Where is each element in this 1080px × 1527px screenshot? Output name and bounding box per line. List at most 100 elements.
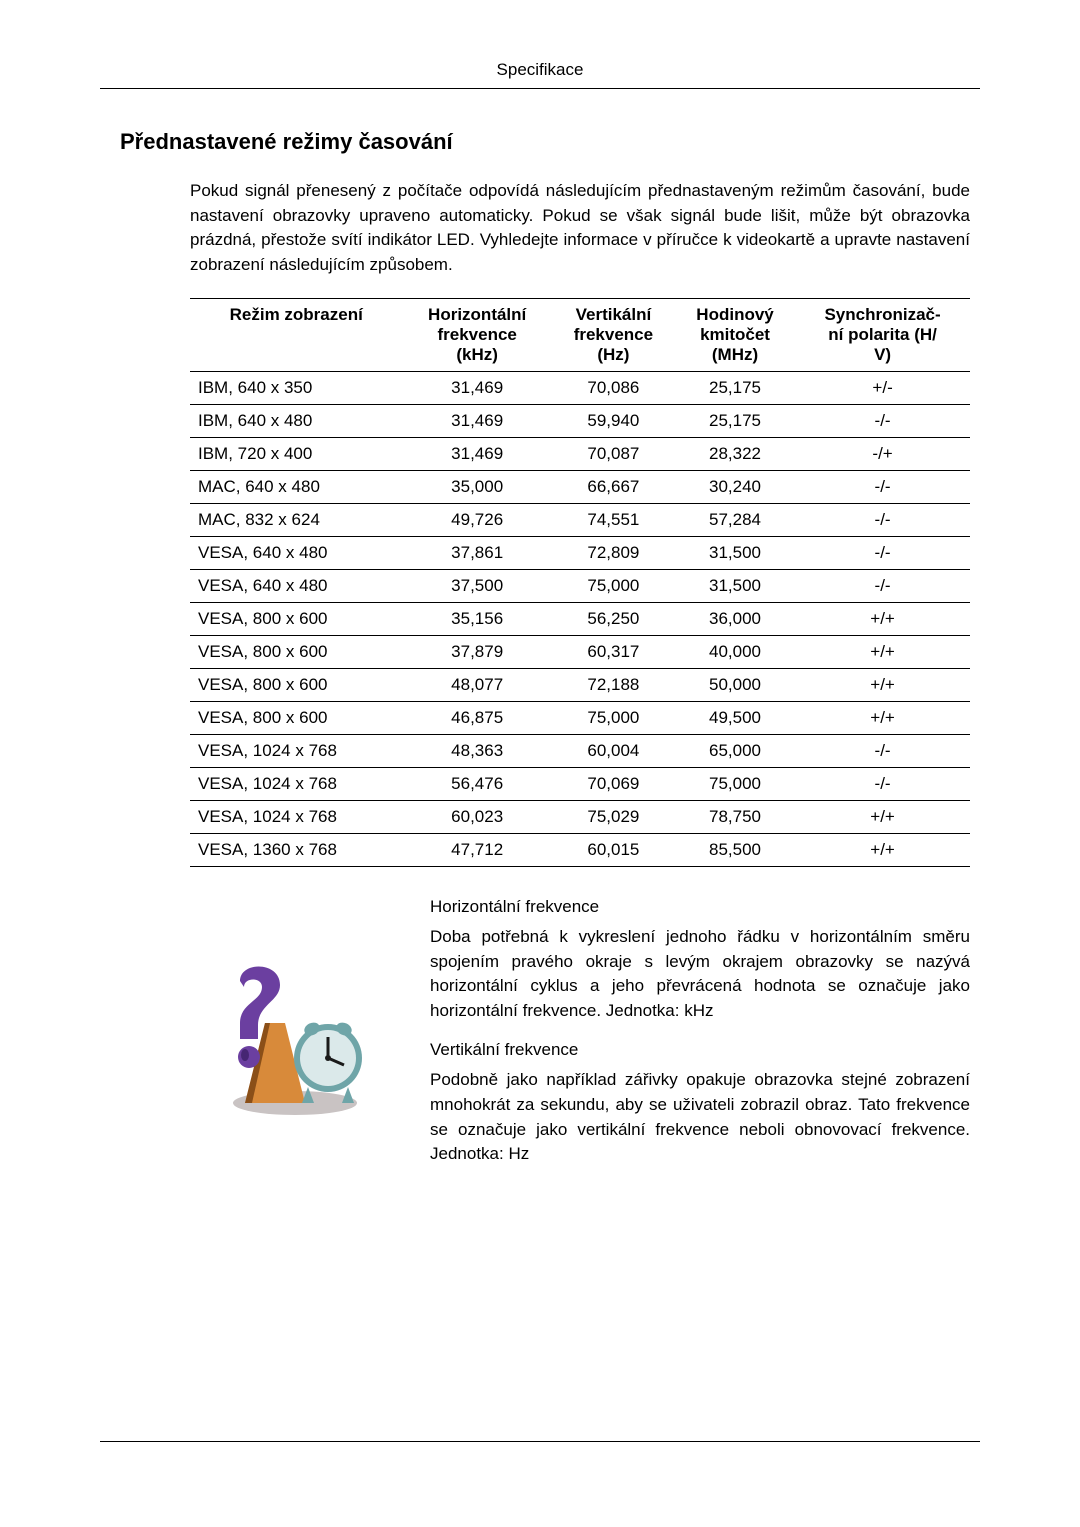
col-clock-header: Hodinový kmitočet (MHz): [675, 298, 795, 371]
table-cell: 48,077: [402, 668, 551, 701]
col-hfreq-header: Horizontální frekvence (kHz): [402, 298, 551, 371]
col-vfreq-header: Vertikální frekvence (Hz): [552, 298, 675, 371]
table-cell: MAC, 832 x 624: [190, 503, 402, 536]
table-cell: -/-: [795, 536, 970, 569]
col-vfreq-l2: frekvence: [574, 325, 653, 344]
table-cell: 36,000: [675, 602, 795, 635]
table-cell: +/+: [795, 635, 970, 668]
table-cell: 60,317: [552, 635, 675, 668]
table-cell: +/+: [795, 602, 970, 635]
table-cell: 31,500: [675, 569, 795, 602]
table-header: Režim zobrazení Horizontální frekvence (…: [190, 298, 970, 371]
col-hfreq-l3: (kHz): [456, 345, 498, 364]
table-row: VESA, 640 x 48037,50075,00031,500-/-: [190, 569, 970, 602]
table-cell: 37,500: [402, 569, 551, 602]
intro-paragraph: Pokud signál přenesený z počítače odpoví…: [190, 179, 970, 278]
table-cell: IBM, 640 x 480: [190, 404, 402, 437]
table-cell: 60,023: [402, 800, 551, 833]
horizontal-freq-body: Doba potřebná k vykreslení jednoho řádku…: [430, 925, 970, 1024]
table-cell: 59,940: [552, 404, 675, 437]
table-cell: 35,156: [402, 602, 551, 635]
table-row: VESA, 1024 x 76860,02375,02978,750+/+: [190, 800, 970, 833]
table-cell: IBM, 720 x 400: [190, 437, 402, 470]
table-cell: 49,726: [402, 503, 551, 536]
definitions-text: Horizontální frekvence Doba potřebná k v…: [430, 895, 970, 1181]
horizontal-freq-title: Horizontální frekvence: [430, 895, 970, 920]
table-cell: +/+: [795, 833, 970, 866]
table-cell: 85,500: [675, 833, 795, 866]
table-cell: -/-: [795, 470, 970, 503]
table-cell: 75,000: [552, 569, 675, 602]
table-cell: VESA, 1024 x 768: [190, 767, 402, 800]
col-vfreq-l1: Vertikální: [576, 305, 652, 324]
table-cell: 48,363: [402, 734, 551, 767]
table-cell: VESA, 640 x 480: [190, 536, 402, 569]
table-cell: 70,087: [552, 437, 675, 470]
table-cell: -/-: [795, 734, 970, 767]
col-sync-l1: Synchronizač-: [824, 305, 940, 324]
table-cell: 75,029: [552, 800, 675, 833]
table-cell: 49,500: [675, 701, 795, 734]
table-cell: 35,000: [402, 470, 551, 503]
col-sync-l3: V): [874, 345, 891, 364]
table-body: IBM, 640 x 35031,46970,08625,175+/-IBM, …: [190, 371, 970, 866]
table-cell: +/+: [795, 701, 970, 734]
table-cell: VESA, 800 x 600: [190, 668, 402, 701]
table-cell: IBM, 640 x 350: [190, 371, 402, 404]
table-cell: 72,809: [552, 536, 675, 569]
table-row: MAC, 640 x 48035,00066,66730,240-/-: [190, 470, 970, 503]
table-cell: 60,004: [552, 734, 675, 767]
table-cell: +/+: [795, 668, 970, 701]
table-cell: 57,284: [675, 503, 795, 536]
table-cell: 31,469: [402, 437, 551, 470]
col-hfreq-l2: frekvence: [437, 325, 516, 344]
table-cell: -/+: [795, 437, 970, 470]
table-cell: 74,551: [552, 503, 675, 536]
table-row: VESA, 640 x 48037,86172,80931,500-/-: [190, 536, 970, 569]
table-row: VESA, 800 x 60035,15656,25036,000+/+: [190, 602, 970, 635]
help-clock-icon: [190, 953, 400, 1123]
col-sync-l2: ní polarita (H/: [828, 325, 937, 344]
table-row: VESA, 800 x 60048,07772,18850,000+/+: [190, 668, 970, 701]
table-cell: 56,250: [552, 602, 675, 635]
table-row: IBM, 640 x 35031,46970,08625,175+/-: [190, 371, 970, 404]
table-cell: 75,000: [675, 767, 795, 800]
table-cell: 25,175: [675, 371, 795, 404]
table-cell: VESA, 640 x 480: [190, 569, 402, 602]
definitions-block: Horizontální frekvence Doba potřebná k v…: [190, 895, 970, 1181]
col-clock-l1: Hodinový: [696, 305, 773, 324]
page-header: Specifikace: [100, 60, 980, 89]
table-cell: 70,086: [552, 371, 675, 404]
table-row: VESA, 800 x 60037,87960,31740,000+/+: [190, 635, 970, 668]
table-cell: 37,861: [402, 536, 551, 569]
table-cell: +/+: [795, 800, 970, 833]
col-clock-l2: kmitočet: [700, 325, 770, 344]
section-title: Přednastavené režimy časování: [120, 129, 980, 155]
table-row: IBM, 720 x 40031,46970,08728,322-/+: [190, 437, 970, 470]
table-cell: 70,069: [552, 767, 675, 800]
table-cell: 40,000: [675, 635, 795, 668]
table-cell: 56,476: [402, 767, 551, 800]
table-row: VESA, 1360 x 76847,71260,01585,500+/+: [190, 833, 970, 866]
table-cell: 25,175: [675, 404, 795, 437]
table-row: VESA, 1024 x 76848,36360,00465,000-/-: [190, 734, 970, 767]
table-cell: 50,000: [675, 668, 795, 701]
table-row: VESA, 800 x 60046,87575,00049,500+/+: [190, 701, 970, 734]
timing-modes-table: Režim zobrazení Horizontální frekvence (…: [190, 298, 970, 867]
table-cell: 31,469: [402, 404, 551, 437]
table-cell: 31,500: [675, 536, 795, 569]
table-cell: 60,015: [552, 833, 675, 866]
table-cell: 37,879: [402, 635, 551, 668]
col-mode-header: Režim zobrazení: [190, 298, 402, 371]
table-cell: VESA, 800 x 600: [190, 635, 402, 668]
table-cell: -/-: [795, 569, 970, 602]
table-cell: 72,188: [552, 668, 675, 701]
table-cell: 66,667: [552, 470, 675, 503]
table-cell: 28,322: [675, 437, 795, 470]
table-cell: 78,750: [675, 800, 795, 833]
col-vfreq-l3: (Hz): [597, 345, 629, 364]
table-cell: 46,875: [402, 701, 551, 734]
table-cell: VESA, 800 x 600: [190, 602, 402, 635]
table-cell: VESA, 1360 x 768: [190, 833, 402, 866]
table-cell: 30,240: [675, 470, 795, 503]
